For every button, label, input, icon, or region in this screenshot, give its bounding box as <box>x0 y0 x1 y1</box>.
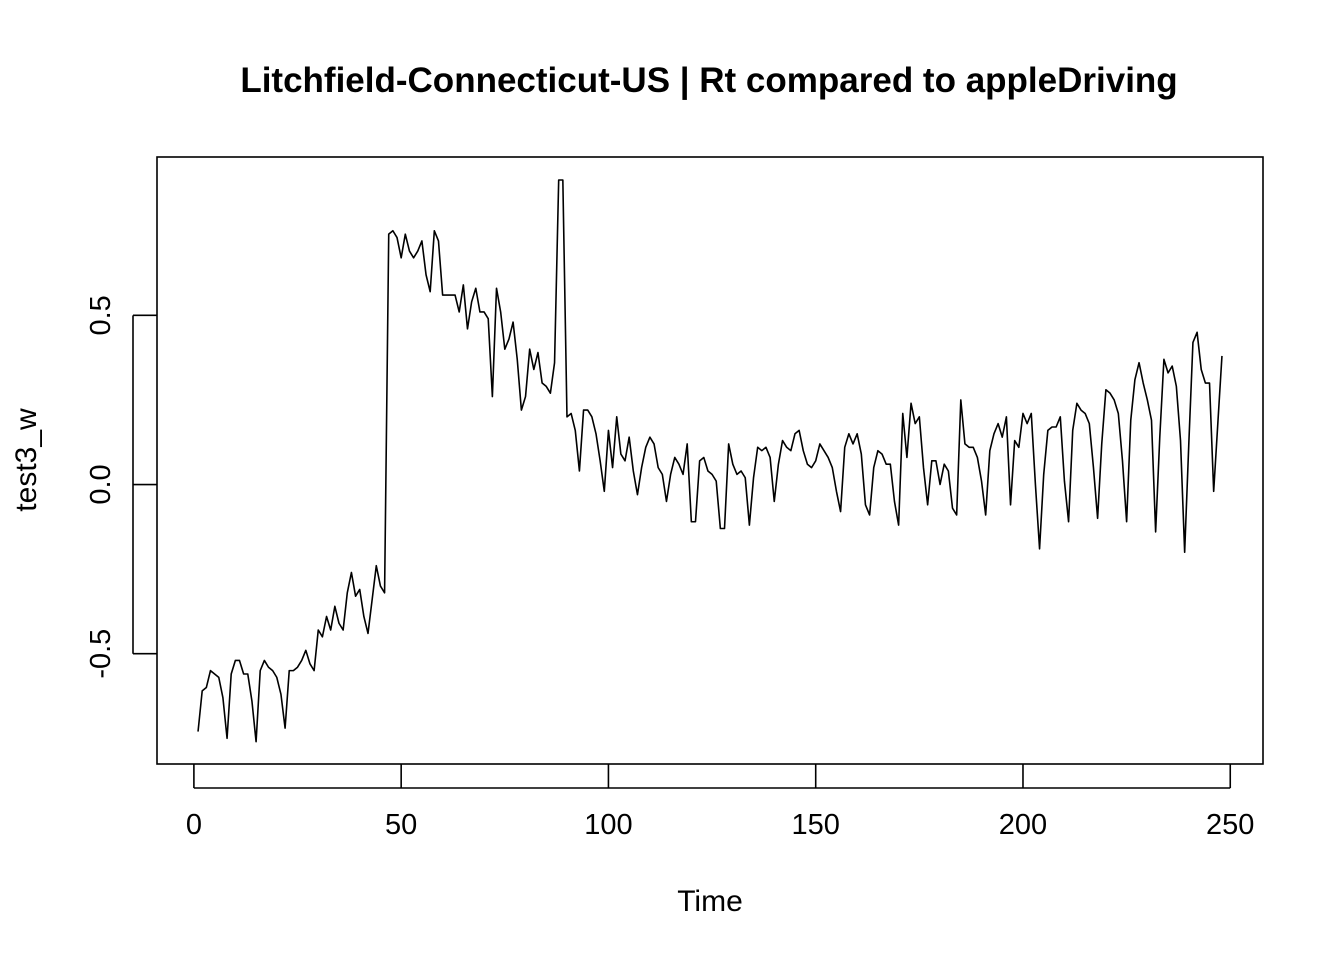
x-tick-label: 100 <box>584 809 632 841</box>
x-axis-label: Time <box>677 885 743 918</box>
y-axis-label: test3_w <box>10 408 43 512</box>
x-tick-label: 0 <box>186 809 202 841</box>
series-line <box>197 179 1223 743</box>
y-tick-label: -0.5 <box>85 629 117 679</box>
y-tick-label: 0.5 <box>85 295 117 335</box>
series-line-group <box>197 179 1223 743</box>
y-tick-label: 0.0 <box>85 464 117 504</box>
y-axis: -0.5 0.0 0.5 <box>85 295 157 679</box>
x-tick-label: 200 <box>999 809 1047 841</box>
chart-title: Litchfield-Connecticut-US | Rt compared … <box>240 61 1177 100</box>
x-tick-label: 250 <box>1206 809 1254 841</box>
x-tick-label: 50 <box>385 809 417 841</box>
x-tick-label: 150 <box>792 809 840 841</box>
plot-frame <box>156 156 1264 765</box>
x-axis: 0 50 100 150 200 250 <box>186 764 1254 841</box>
